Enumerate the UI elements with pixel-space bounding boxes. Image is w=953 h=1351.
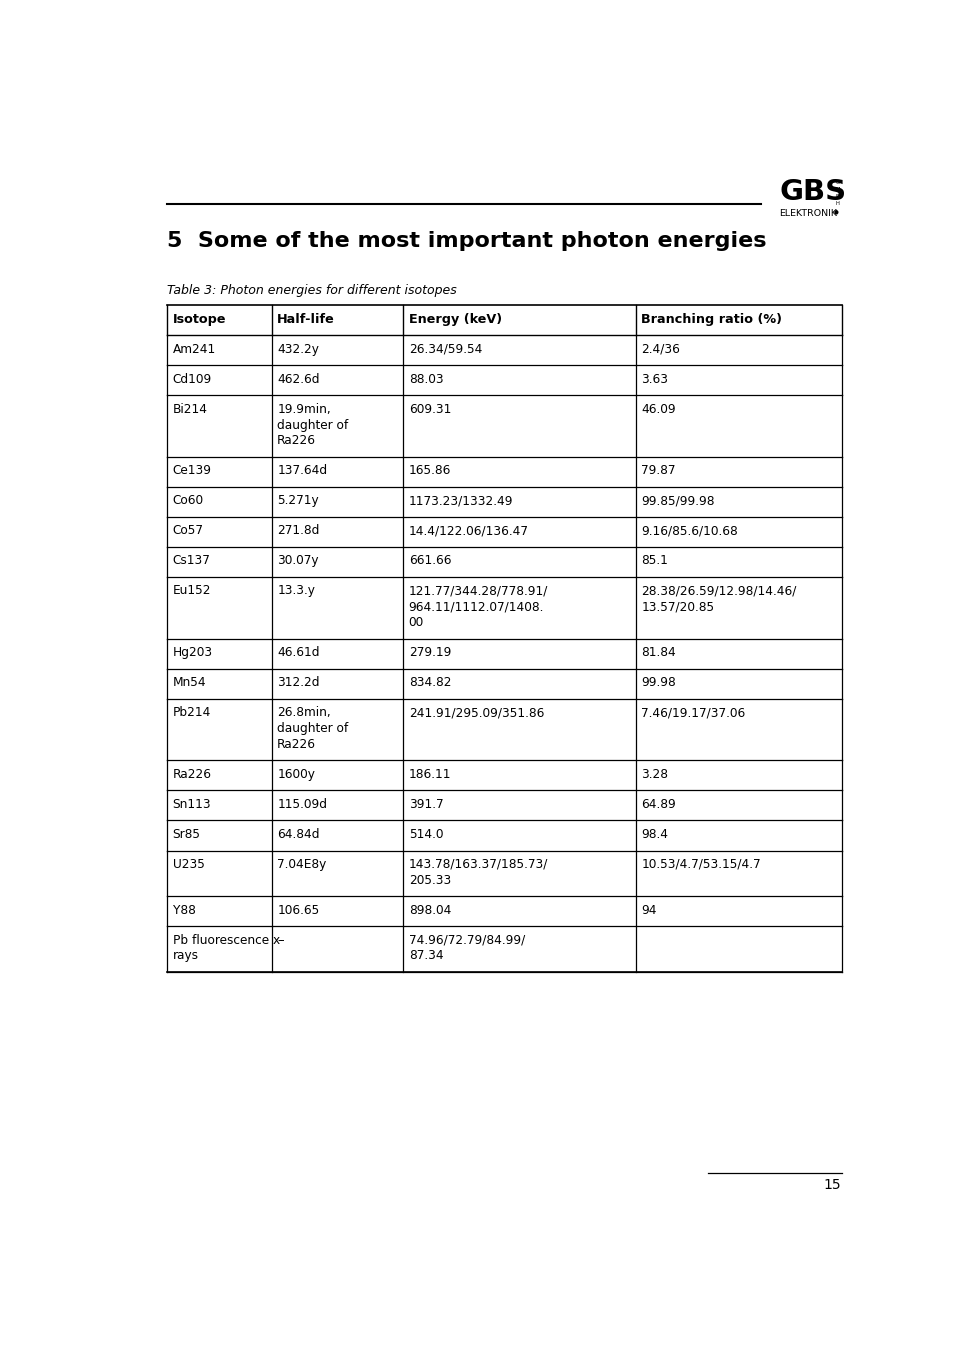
Text: Pb fluorescence x-: Pb fluorescence x- <box>172 934 284 947</box>
Text: 26.34/59.54: 26.34/59.54 <box>408 343 481 355</box>
Text: 87.34: 87.34 <box>408 950 443 962</box>
Text: 98.4: 98.4 <box>640 828 668 840</box>
Text: U235: U235 <box>172 858 204 871</box>
Text: Eu152: Eu152 <box>172 585 211 597</box>
Text: Hg203: Hg203 <box>172 646 213 659</box>
Text: 661.66: 661.66 <box>408 554 451 567</box>
Text: 10.53/4.7/53.15/4.7: 10.53/4.7/53.15/4.7 <box>640 858 760 871</box>
Text: Ce139: Ce139 <box>172 465 212 477</box>
Text: 609.31: 609.31 <box>408 403 451 416</box>
Text: 14.4/122.06/136.47: 14.4/122.06/136.47 <box>408 524 528 538</box>
Text: 514.0: 514.0 <box>408 828 443 840</box>
Text: Co60: Co60 <box>172 494 204 508</box>
Text: 432.2y: 432.2y <box>277 343 318 355</box>
Text: 279.19: 279.19 <box>408 646 451 659</box>
Text: 94: 94 <box>640 904 656 916</box>
Text: 15: 15 <box>823 1178 841 1192</box>
Text: 1173.23/1332.49: 1173.23/1332.49 <box>408 494 513 508</box>
Text: 3.28: 3.28 <box>640 767 668 781</box>
Text: ●: ● <box>833 209 838 213</box>
Text: 46.61d: 46.61d <box>277 646 319 659</box>
Text: 115.09d: 115.09d <box>277 797 327 811</box>
Text: 5  Some of the most important photon energies: 5 Some of the most important photon ener… <box>167 231 766 251</box>
Text: 26.8min,: 26.8min, <box>277 707 331 719</box>
Text: Cs137: Cs137 <box>172 554 211 567</box>
Text: 5.271y: 5.271y <box>277 494 318 508</box>
Text: 165.86: 165.86 <box>408 465 451 477</box>
Text: 64.84d: 64.84d <box>277 828 319 840</box>
Text: 7.46/19.17/37.06: 7.46/19.17/37.06 <box>640 707 745 719</box>
Text: Ra226: Ra226 <box>277 434 315 447</box>
Text: G: G <box>835 180 839 185</box>
Text: Ra226: Ra226 <box>172 767 212 781</box>
Text: 271.8d: 271.8d <box>277 524 319 538</box>
Text: Half-life: Half-life <box>277 312 335 326</box>
Text: daughter of: daughter of <box>277 419 348 431</box>
Text: 81.84: 81.84 <box>640 646 676 659</box>
Text: 2.4/36: 2.4/36 <box>640 343 679 355</box>
Text: Mn54: Mn54 <box>172 676 206 689</box>
Text: Ra226: Ra226 <box>277 738 315 751</box>
Text: 898.04: 898.04 <box>408 904 451 916</box>
Text: Energy (keV): Energy (keV) <box>408 312 501 326</box>
Text: Y88: Y88 <box>172 904 195 916</box>
Text: 99.98: 99.98 <box>640 676 676 689</box>
Text: M: M <box>835 186 839 192</box>
Text: 205.33: 205.33 <box>408 874 451 886</box>
Text: Cd109: Cd109 <box>172 373 212 386</box>
Text: -: - <box>277 934 281 947</box>
Text: 99.85/99.98: 99.85/99.98 <box>640 494 714 508</box>
Text: 964.11/1112.07/1408.: 964.11/1112.07/1408. <box>408 600 543 613</box>
Text: 13.3.y: 13.3.y <box>277 585 314 597</box>
Text: 241.91/295.09/351.86: 241.91/295.09/351.86 <box>408 707 543 719</box>
Text: 834.82: 834.82 <box>408 676 451 689</box>
Text: 312.2d: 312.2d <box>277 676 319 689</box>
Text: Co57: Co57 <box>172 524 204 538</box>
Text: H: H <box>835 200 839 205</box>
Text: 85.1: 85.1 <box>640 554 667 567</box>
Text: Table 3: Photon energies for different isotopes: Table 3: Photon energies for different i… <box>167 284 456 297</box>
Text: ELEKTRONIK: ELEKTRONIK <box>779 209 837 218</box>
Text: 7.04E8y: 7.04E8y <box>277 858 326 871</box>
Text: 462.6d: 462.6d <box>277 373 319 386</box>
Text: 137.64d: 137.64d <box>277 465 327 477</box>
Text: 64.89: 64.89 <box>640 797 676 811</box>
Text: 186.11: 186.11 <box>408 767 451 781</box>
Text: daughter of: daughter of <box>277 721 348 735</box>
Text: Sn113: Sn113 <box>172 797 212 811</box>
Text: Isotope: Isotope <box>172 312 226 326</box>
Text: B: B <box>835 193 839 199</box>
Text: 19.9min,: 19.9min, <box>277 403 331 416</box>
Text: 13.57/20.85: 13.57/20.85 <box>640 600 714 613</box>
Text: 46.09: 46.09 <box>640 403 676 416</box>
Text: 9.16/85.6/10.68: 9.16/85.6/10.68 <box>640 524 738 538</box>
Text: 30.07y: 30.07y <box>277 554 318 567</box>
Text: 88.03: 88.03 <box>408 373 443 386</box>
Text: Pb214: Pb214 <box>172 707 211 719</box>
Text: 28.38/26.59/12.98/14.46/: 28.38/26.59/12.98/14.46/ <box>640 585 796 597</box>
Text: 143.78/163.37/185.73/: 143.78/163.37/185.73/ <box>408 858 548 871</box>
Text: Sr85: Sr85 <box>172 828 200 840</box>
Text: 79.87: 79.87 <box>640 465 675 477</box>
Text: 106.65: 106.65 <box>277 904 319 916</box>
Text: Bi214: Bi214 <box>172 403 208 416</box>
Text: 391.7: 391.7 <box>408 797 443 811</box>
Text: 3.63: 3.63 <box>640 373 668 386</box>
Text: 00: 00 <box>408 616 423 630</box>
Text: 121.77/344.28/778.91/: 121.77/344.28/778.91/ <box>408 585 548 597</box>
Text: rays: rays <box>172 950 198 962</box>
Text: 74.96/72.79/84.99/: 74.96/72.79/84.99/ <box>408 934 524 947</box>
Text: GBS: GBS <box>779 178 846 207</box>
Text: Branching ratio (%): Branching ratio (%) <box>640 312 781 326</box>
Text: Am241: Am241 <box>172 343 215 355</box>
Text: 1600y: 1600y <box>277 767 314 781</box>
